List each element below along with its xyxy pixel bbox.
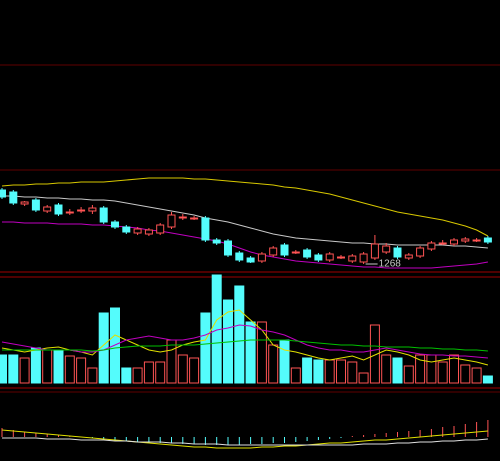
volume-bar <box>245 321 256 384</box>
volume-bar <box>189 357 200 384</box>
indicator-line <box>2 195 488 249</box>
candle-body <box>9 191 18 204</box>
volume-bar <box>256 321 267 384</box>
volume-bar <box>87 367 98 384</box>
candle-body <box>235 252 244 261</box>
indicator-line <box>2 339 488 352</box>
volume-bar <box>471 367 482 384</box>
candle-body <box>438 242 447 245</box>
volume-bar <box>268 344 279 384</box>
low-label: 1268 <box>379 259 402 270</box>
volume-bar <box>313 359 324 384</box>
candle-body <box>43 206 52 212</box>
candle-body <box>280 244 289 256</box>
volume-bar <box>415 354 426 384</box>
volume-bar <box>121 367 132 384</box>
volume-bar <box>403 365 414 384</box>
volume-bar <box>234 285 245 384</box>
candle-body <box>0 189 6 198</box>
indicator-line <box>1 177 489 237</box>
volume-bar <box>19 357 30 384</box>
candle-body <box>291 251 300 254</box>
candle-body <box>212 239 221 244</box>
candle-body <box>144 229 153 235</box>
candle-body <box>404 254 413 259</box>
volume-bar <box>336 359 346 384</box>
candle-body <box>269 247 278 256</box>
volume-bar <box>76 357 87 384</box>
candle-body <box>393 247 402 258</box>
indicator-line <box>2 437 488 446</box>
candle-body <box>133 228 142 234</box>
candle-body <box>77 209 86 212</box>
volume-bar <box>279 339 290 384</box>
candle-body <box>31 199 40 211</box>
volume-bar <box>8 354 19 384</box>
candle-body <box>382 245 391 253</box>
volume-bar <box>324 359 335 384</box>
candle-body <box>111 221 119 228</box>
volume-bar <box>449 354 459 384</box>
candle-body <box>246 257 255 263</box>
volume-bar <box>437 361 448 384</box>
candle-body <box>348 255 357 262</box>
volume-bar <box>290 367 301 384</box>
indicator-line <box>2 221 488 269</box>
candle-body <box>224 240 232 256</box>
candle-body <box>88 207 97 212</box>
indicator-line <box>1 324 488 359</box>
candle-body <box>461 238 470 242</box>
volume-bar <box>42 349 53 384</box>
volume-bar <box>460 364 471 384</box>
candle-body <box>483 237 492 243</box>
candle-body <box>427 242 436 250</box>
candle-body <box>178 216 187 219</box>
candle-body <box>190 217 199 220</box>
candle-body <box>65 211 74 214</box>
candle-body <box>167 214 176 228</box>
volume-bar <box>0 354 7 384</box>
candle-body <box>337 256 345 259</box>
volume-bar <box>177 354 188 384</box>
volume-bar <box>143 361 154 384</box>
volume-bar <box>53 349 64 384</box>
volume-bar <box>30 347 41 384</box>
candle-body <box>450 239 458 245</box>
volume-bar <box>64 355 75 384</box>
candle-body <box>370 243 379 259</box>
candle-body <box>303 249 312 258</box>
candle-body <box>201 217 210 241</box>
volume-bar <box>132 367 143 384</box>
volume-bar <box>200 312 211 384</box>
volume-bar <box>166 339 177 384</box>
volume-bar <box>369 324 380 384</box>
volume-bar <box>302 357 313 384</box>
candle-body <box>257 253 266 262</box>
candle-body <box>99 207 108 223</box>
volume-bar <box>482 375 493 384</box>
candle-body <box>122 226 131 233</box>
volume-bar <box>426 354 437 384</box>
indicator-line <box>1 429 488 449</box>
candle-body <box>54 204 63 215</box>
volume-bar <box>381 354 392 384</box>
candle-body <box>156 224 165 234</box>
volume-bar <box>392 357 403 384</box>
candle-body <box>472 239 481 242</box>
indicator-line <box>1 309 489 366</box>
volume-bar <box>347 361 358 384</box>
candle-body <box>20 201 29 205</box>
volume-bar <box>155 361 166 384</box>
candle-body <box>359 253 368 263</box>
volume-bar <box>358 372 369 384</box>
candle-body <box>416 247 425 257</box>
candle-body <box>314 254 323 261</box>
candle-body <box>325 253 334 261</box>
